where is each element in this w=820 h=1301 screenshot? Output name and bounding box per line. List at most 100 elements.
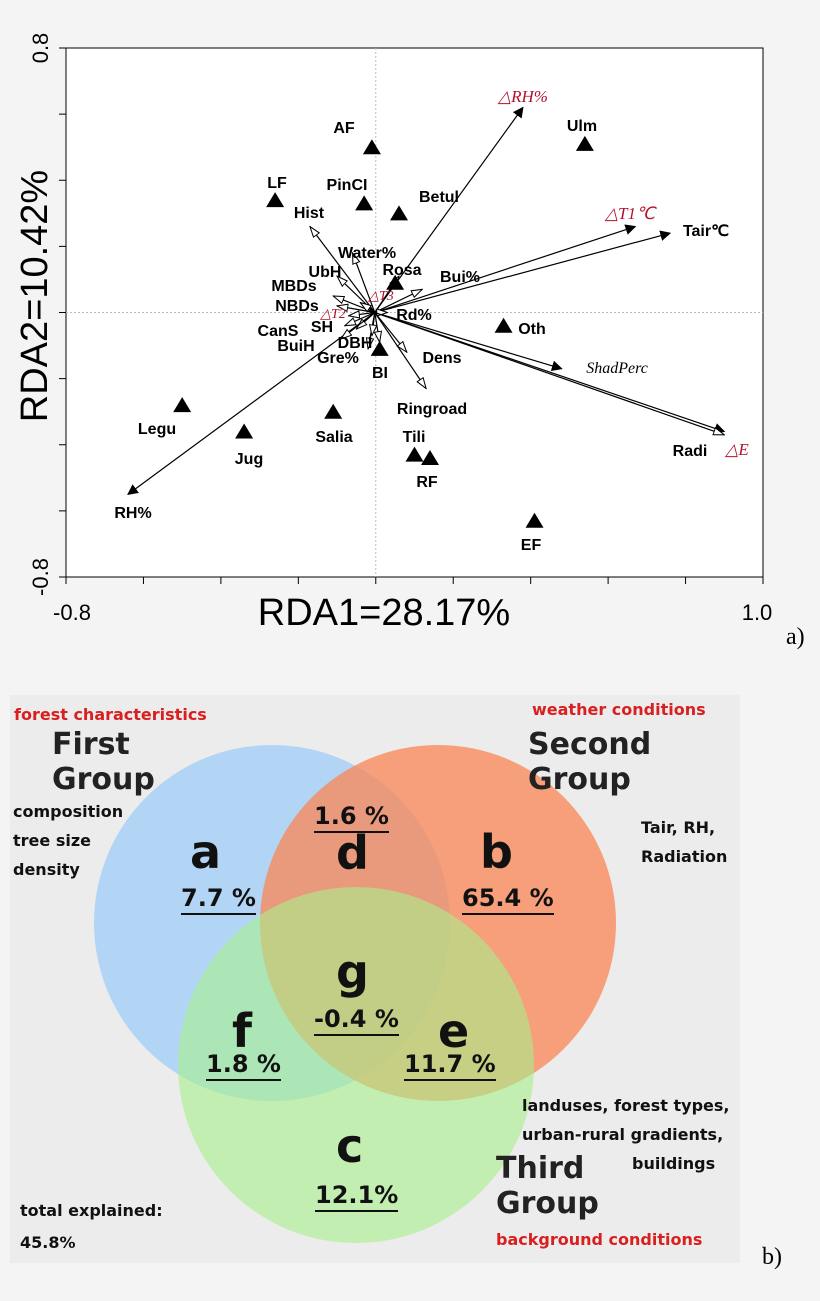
env-vector-open — [375, 312, 380, 343]
x-tick-label: 1.0 — [742, 600, 773, 625]
env-vector — [374, 230, 672, 314]
site-marker — [173, 397, 192, 413]
region-f-letter: f — [232, 1004, 253, 1058]
env-vector-open — [360, 303, 376, 313]
vector-label: △T1℃ — [604, 204, 657, 223]
site-marker — [575, 135, 594, 151]
y-tick-label: 0.8 — [28, 33, 53, 64]
vector-label: Dens — [422, 350, 461, 367]
site-marker — [494, 317, 513, 333]
vector-label: Water% — [338, 245, 396, 262]
vector-label: Rd% — [396, 307, 432, 324]
site-marker — [370, 340, 389, 356]
site-label: Jug — [235, 451, 263, 468]
site-marker — [324, 403, 343, 419]
region-a-value: 7.7 % — [181, 884, 256, 915]
site-marker — [355, 195, 374, 211]
site-marker — [266, 192, 285, 208]
site-label: PinCI — [327, 177, 368, 194]
x-axis-label: RDA1=28.17% — [258, 592, 510, 634]
x-tick-label: -0.8 — [53, 600, 91, 625]
second-group-category: weather conditions — [532, 700, 706, 719]
y-tick-label: -0.8 — [28, 558, 53, 596]
env-vector — [374, 224, 637, 314]
env-vector-open — [372, 312, 375, 336]
env-vector-open — [374, 312, 407, 353]
region-f-value: 1.8 % — [206, 1050, 281, 1081]
vector-label: Rosa — [382, 262, 421, 279]
vector-label: ShadPerc — [586, 360, 648, 377]
env-vector-open — [337, 306, 375, 314]
vector-label: Bui% — [440, 269, 480, 286]
venn-diagram — [94, 745, 616, 1243]
env-vector-open — [374, 311, 725, 436]
env-vector-open — [374, 312, 426, 389]
env-vector-open — [341, 312, 376, 339]
region-a-letter: a — [190, 825, 222, 879]
panel-label-b: b) — [762, 1244, 782, 1270]
site-label: RF — [416, 474, 438, 491]
total-explained: total explained: 45.8% — [20, 1201, 163, 1252]
vector-label: DBH — [338, 335, 373, 352]
vector-label: SH — [311, 319, 333, 336]
env-vector — [374, 311, 563, 372]
env-vector-open — [349, 313, 375, 316]
third-group-category: background conditions — [496, 1230, 703, 1249]
env-vector — [127, 312, 376, 495]
site-label: EF — [521, 537, 542, 554]
site-label: Betul — [419, 189, 459, 206]
vector-label: Tair℃ — [683, 223, 729, 240]
third-group-title: Third Group — [496, 1151, 599, 1221]
site-marker — [405, 446, 424, 462]
rda-biplot: -0.8 1.0 0.8 -0.8 RDA1=28.17% RDA2=10.42% AF Ul… — [14, 33, 773, 634]
y-axis-label: RDA2=10.42% — [14, 170, 56, 422]
vector-label: RH% — [114, 505, 151, 522]
third-group-desc: landuses, forest types, urban-rural grad… — [522, 1096, 730, 1173]
region-b-letter: b — [480, 825, 513, 879]
region-d-letter: d — [336, 826, 369, 880]
vector-label: △T3 — [367, 289, 394, 304]
site-label: Legu — [138, 421, 176, 438]
region-e-letter: e — [438, 1004, 470, 1058]
vector-label: BuiH — [277, 338, 314, 355]
first-group-desc: composition tree size density — [13, 802, 124, 879]
site-label: Oth — [518, 321, 546, 338]
second-group-title: Second Group — [528, 727, 652, 797]
site-label: Salia — [315, 429, 352, 446]
region-c-letter: c — [336, 1119, 364, 1173]
vector-label: NBDs — [275, 298, 319, 315]
vector-label: UbH — [309, 264, 342, 281]
env-vector-open — [310, 227, 376, 313]
vector-label: △T2 — [319, 307, 346, 322]
site-marker — [525, 512, 544, 528]
vector-label: Ringroad — [397, 401, 467, 418]
site-marker — [420, 449, 439, 465]
site-label: Tili — [403, 429, 426, 446]
vector-label: Gre% — [317, 350, 359, 367]
region-d-value: 1.6 % — [314, 802, 389, 833]
vector-label: △RH% — [497, 87, 548, 106]
region-b-value: 65.4 % — [462, 884, 554, 915]
site-marker — [390, 205, 409, 221]
venn-panel: forest characteristics First Group compo… — [10, 695, 740, 1263]
site-marker — [386, 274, 405, 290]
region-e-value: 11.7 % — [404, 1050, 496, 1081]
vector-label: MBDs — [271, 278, 316, 295]
site-label: AF — [333, 120, 355, 137]
site-marker — [362, 139, 381, 155]
first-group-category: forest characteristics — [14, 705, 207, 724]
region-c-value: 12.1% — [315, 1181, 399, 1212]
first-group-title: First Group — [52, 727, 155, 797]
vector-label: Hist — [294, 205, 325, 222]
region-g-value: -0.4 % — [314, 1005, 399, 1036]
site-label: BI — [372, 365, 388, 382]
site-label: Ulm — [567, 118, 597, 135]
region-g-letter: g — [336, 945, 369, 999]
site-label: LF — [267, 175, 287, 192]
vector-label: Radi — [673, 443, 708, 460]
panel-label-a: a) — [786, 624, 805, 650]
second-group-desc: Tair, RH, Radiation — [641, 818, 728, 866]
vector-label: △E — [724, 440, 749, 459]
site-marker — [235, 423, 254, 439]
vector-label: CanS — [258, 323, 299, 340]
